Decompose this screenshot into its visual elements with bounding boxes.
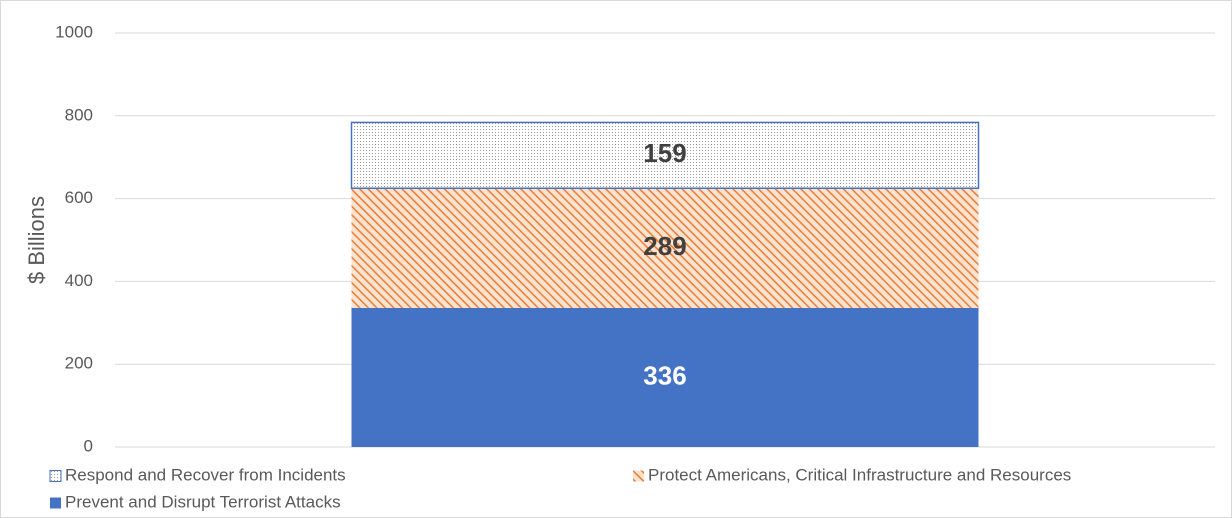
y-tick-label: 200 bbox=[65, 354, 93, 373]
y-tick-label: 0 bbox=[84, 436, 93, 455]
legend-label: Protect Americans, Critical Infrastructu… bbox=[648, 465, 1071, 484]
y-tick-label: 1000 bbox=[55, 22, 93, 41]
y-tick-label: 400 bbox=[65, 271, 93, 290]
y-tick-label: 600 bbox=[65, 188, 93, 207]
legend-label: Respond and Recover from Incidents bbox=[65, 465, 346, 484]
legend-swatch bbox=[49, 470, 62, 482]
data-label: 336 bbox=[643, 360, 686, 390]
legend-swatch bbox=[633, 470, 644, 482]
data-label: 159 bbox=[643, 138, 686, 168]
y-tick-label: 800 bbox=[65, 105, 93, 124]
bar-segment bbox=[351, 307, 979, 447]
legend-swatch bbox=[50, 497, 61, 509]
bar-segment bbox=[351, 188, 979, 308]
data-label: 289 bbox=[643, 231, 686, 261]
y-axis-label: $ Billions bbox=[24, 196, 49, 284]
bar-segment bbox=[350, 121, 980, 189]
legend-label: Prevent and Disrupt Terrorist Attacks bbox=[65, 492, 341, 511]
